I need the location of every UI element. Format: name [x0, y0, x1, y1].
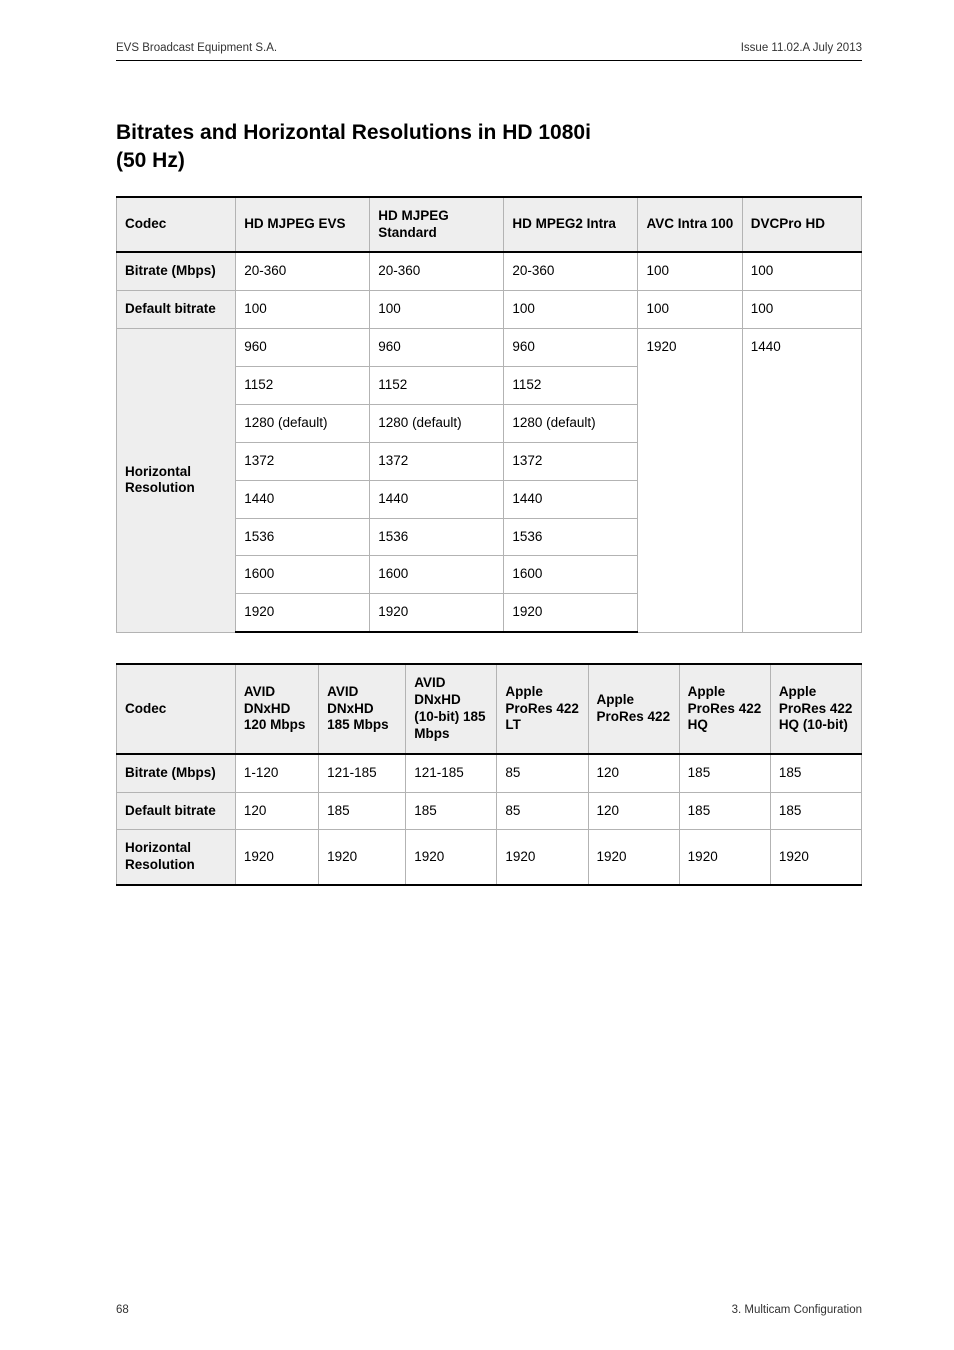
cell: 185	[770, 754, 861, 792]
cell: 121-185	[319, 754, 406, 792]
table-bitrates-1: Codec HD MJPEG EVS HD MJPEG Standard HD …	[116, 196, 862, 634]
page-header: EVS Broadcast Equipment S.A. Issue 11.02…	[116, 42, 862, 61]
col-header: HD MPEG2 Intra	[504, 197, 638, 253]
cell: 100	[638, 291, 742, 329]
cell: 1536	[236, 518, 370, 556]
cell: 1920	[236, 594, 370, 632]
cell: 1600	[370, 556, 504, 594]
cell: 85	[497, 754, 588, 792]
row-header: Horizontal Resolution	[117, 830, 236, 885]
cell: 1600	[236, 556, 370, 594]
cell: 100	[236, 291, 370, 329]
col-header: Apple ProRes 422 HQ	[679, 664, 770, 754]
cell: 1372	[236, 442, 370, 480]
cell: 1920	[370, 594, 504, 632]
cell: 120	[588, 792, 679, 830]
cell: 1600	[504, 556, 638, 594]
table-row: Horizontal Resolution 960 960 960 1920 1…	[117, 329, 862, 367]
cell: 1920	[638, 329, 742, 633]
row-header: Bitrate (Mbps)	[117, 754, 236, 792]
cell: 1920	[588, 830, 679, 885]
cell: 1280 (default)	[504, 404, 638, 442]
cell: 1536	[370, 518, 504, 556]
table-row: Horizontal Resolution 1920 1920 1920 192…	[117, 830, 862, 885]
table-header-row: Codec AVID DNxHD 120 Mbps AVID DNxHD 185…	[117, 664, 862, 754]
title-line-1: Bitrates and Horizontal Resolutions in H…	[116, 121, 591, 144]
cell: 20-360	[504, 252, 638, 290]
cell: 185	[679, 792, 770, 830]
header-left: EVS Broadcast Equipment S.A.	[116, 42, 277, 54]
cell: 1440	[236, 480, 370, 518]
header-right: Issue 11.02.A July 2013	[741, 42, 862, 54]
table-row: Bitrate (Mbps) 20-360 20-360 20-360 100 …	[117, 252, 862, 290]
col-header: Apple ProRes 422 HQ (10-bit)	[770, 664, 861, 754]
cell: 20-360	[236, 252, 370, 290]
footer-page-number: 68	[116, 1304, 129, 1316]
col-header: HD MJPEG Standard	[370, 197, 504, 253]
col-header: DVCPro HD	[742, 197, 861, 253]
cell: 1440	[370, 480, 504, 518]
footer-section: 3. Multicam Configuration	[732, 1304, 862, 1316]
table-row: Default bitrate 120 185 185 85 120 185 1…	[117, 792, 862, 830]
cell: 185	[406, 792, 497, 830]
cell: 120	[588, 754, 679, 792]
cell: 1920	[319, 830, 406, 885]
col-header: AVID DNxHD 185 Mbps	[319, 664, 406, 754]
cell: 100	[370, 291, 504, 329]
cell: 1280 (default)	[236, 404, 370, 442]
cell: 85	[497, 792, 588, 830]
cell: 20-360	[370, 252, 504, 290]
cell: 185	[319, 792, 406, 830]
cell: 100	[742, 291, 861, 329]
table-bitrates-2: Codec AVID DNxHD 120 Mbps AVID DNxHD 185…	[116, 663, 862, 886]
col-header: Apple ProRes 422 LT	[497, 664, 588, 754]
cell: 1920	[406, 830, 497, 885]
cell: 100	[638, 252, 742, 290]
cell: 1920	[679, 830, 770, 885]
title-line-2: (50 Hz)	[116, 149, 185, 172]
table-header-row: Codec HD MJPEG EVS HD MJPEG Standard HD …	[117, 197, 862, 253]
cell: 1-120	[235, 754, 318, 792]
cell: 121-185	[406, 754, 497, 792]
cell: 1440	[742, 329, 861, 633]
cell: 1152	[370, 367, 504, 405]
row-header: Horizontal Resolution	[117, 329, 236, 633]
cell: 1372	[504, 442, 638, 480]
cell: 1920	[235, 830, 318, 885]
cell: 960	[370, 329, 504, 367]
cell: 960	[504, 329, 638, 367]
cell: 1440	[504, 480, 638, 518]
page-footer: 68 3. Multicam Configuration	[116, 1304, 862, 1316]
col-header: AVC Intra 100	[638, 197, 742, 253]
cell: 100	[742, 252, 861, 290]
cell: 120	[235, 792, 318, 830]
col-header: AVID DNxHD 120 Mbps	[235, 664, 318, 754]
row-header: Default bitrate	[117, 291, 236, 329]
cell: 100	[504, 291, 638, 329]
col-header: Codec	[117, 197, 236, 253]
col-header: Apple ProRes 422	[588, 664, 679, 754]
cell: 185	[770, 792, 861, 830]
cell: 1280 (default)	[370, 404, 504, 442]
col-header: AVID DNxHD (10-bit) 185 Mbps	[406, 664, 497, 754]
cell: 1152	[504, 367, 638, 405]
cell: 960	[236, 329, 370, 367]
cell: 185	[679, 754, 770, 792]
col-header: Codec	[117, 664, 236, 754]
row-header: Default bitrate	[117, 792, 236, 830]
table-row: Default bitrate 100 100 100 100 100	[117, 291, 862, 329]
section-title: Bitrates and Horizontal Resolutions in H…	[116, 119, 862, 176]
cell: 1372	[370, 442, 504, 480]
table-row: Bitrate (Mbps) 1-120 121-185 121-185 85 …	[117, 754, 862, 792]
cell: 1536	[504, 518, 638, 556]
cell: 1920	[770, 830, 861, 885]
cell: 1152	[236, 367, 370, 405]
col-header: HD MJPEG EVS	[236, 197, 370, 253]
cell: 1920	[504, 594, 638, 632]
row-header: Bitrate (Mbps)	[117, 252, 236, 290]
cell: 1920	[497, 830, 588, 885]
